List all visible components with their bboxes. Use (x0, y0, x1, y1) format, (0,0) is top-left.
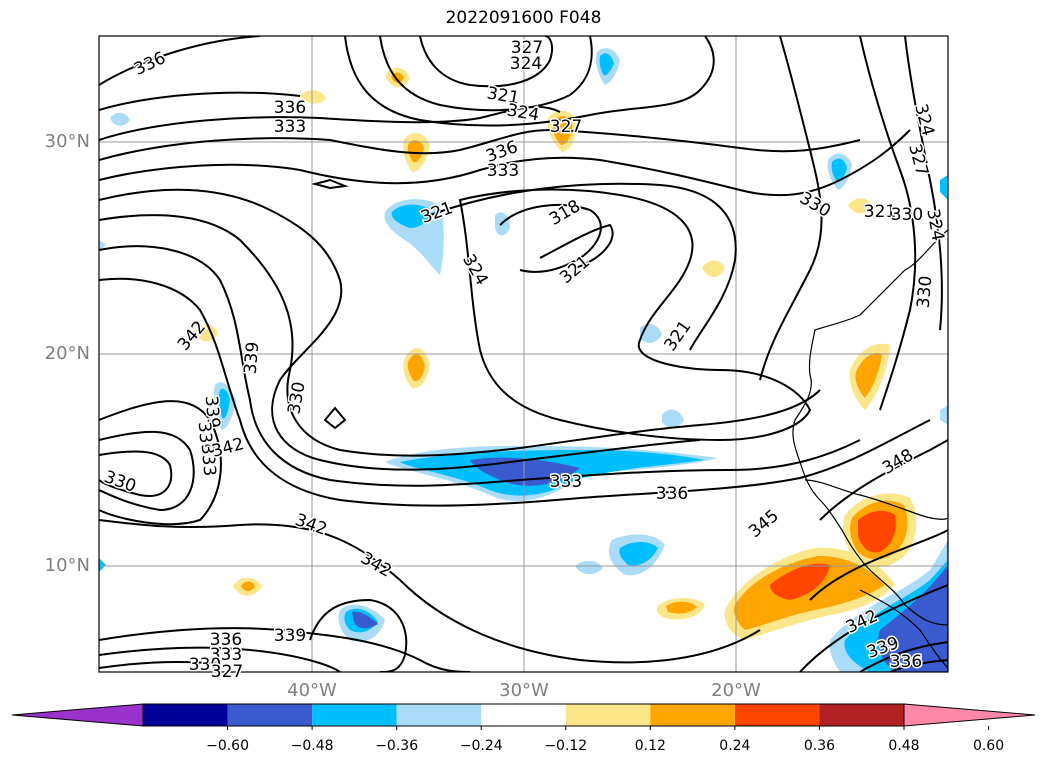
coastline (792, 229, 948, 672)
contour-label: 339 (241, 341, 264, 375)
contour-label: 333 (274, 117, 306, 137)
contour-label: 327 (550, 117, 582, 137)
contour-label: 336 (274, 98, 306, 118)
contour-label: 342 (174, 317, 210, 355)
contour-label: 324 (505, 100, 540, 125)
colorbar-extend-low (11, 703, 144, 727)
colorbar-cell (565, 704, 651, 726)
contour-lines (99, 36, 948, 672)
colorbar-cell (396, 704, 482, 726)
lat-label-30n: 30°N (44, 131, 90, 152)
colorbar-cell (650, 704, 735, 726)
lat-label-20n: 20°N (44, 343, 90, 364)
contour-label: 336 (656, 484, 688, 504)
colorbar-cell (227, 704, 313, 726)
contour-label: 321 (864, 202, 896, 222)
contour-label: 330 (891, 205, 923, 225)
contour-label: 318 (546, 196, 584, 230)
contour-label: 327 (511, 38, 543, 58)
contour-label: 345 (745, 506, 783, 542)
colorbar-cell (312, 704, 397, 726)
contour-label: 342 (292, 510, 329, 540)
contour-label: 339 (201, 395, 224, 429)
contour-label: 336 (210, 630, 242, 650)
colorbar-tick-label: 0.24 (719, 738, 751, 754)
lon-label-40w: 40°W (287, 680, 337, 701)
lat-label-10n: 10°N (44, 555, 90, 576)
contour-label: 333 (197, 443, 220, 477)
colorbar-extend-high (903, 703, 1036, 727)
contour-label: 330 (284, 380, 309, 415)
contour-label: 336 (131, 48, 169, 80)
colorbar-tick-label: 0.60 (972, 738, 1005, 754)
colorbar-tick-label: −0.12 (544, 738, 588, 754)
contour-label: 324 (922, 207, 947, 242)
colorbar-cell (143, 704, 228, 726)
contour-label: 336 (890, 652, 922, 672)
contour-label: 333 (550, 472, 582, 492)
contour-label: 327 (904, 142, 932, 179)
contour-label: 324 (510, 54, 542, 74)
colorbar-frame (142, 703, 905, 727)
contour-label: 342 (357, 548, 395, 582)
lon-label-30w: 30°W (499, 680, 549, 701)
map-title: 2022091600 F048 (445, 8, 602, 28)
colorbar-tick-label: 0.36 (803, 738, 836, 754)
contour-label: 339 (274, 626, 306, 646)
contour-label: 333 (210, 645, 242, 665)
colorbar-tick-label: 0.48 (888, 738, 920, 754)
colorbar (11, 703, 1036, 730)
colorbar-cell (734, 704, 820, 726)
contour-label: 330 (189, 655, 221, 675)
contour-label: 327 (211, 662, 243, 682)
contour-label: 321 (556, 252, 594, 288)
contour-label: 333 (487, 161, 519, 181)
colorbar-tick-label: −0.24 (459, 738, 503, 754)
colorbar-tick-label: −0.60 (206, 738, 249, 754)
colorbar-cell (819, 704, 904, 726)
colorbar-tick-label: −0.48 (290, 738, 334, 754)
colorbar-cell (481, 704, 566, 726)
map-frame (98, 35, 949, 673)
contour-label: 324 (458, 251, 492, 289)
colorbar-tick-label: 0.12 (634, 738, 666, 754)
lon-label-20w: 20°W (711, 680, 761, 701)
contour-label: 336 (194, 421, 217, 455)
contour-label: 324 (910, 102, 938, 139)
contour-label: 321 (485, 83, 520, 108)
colorbar-tick-label: −0.36 (375, 738, 419, 754)
contour-label: 330 (914, 275, 937, 309)
contour-label: 330 (101, 467, 138, 497)
